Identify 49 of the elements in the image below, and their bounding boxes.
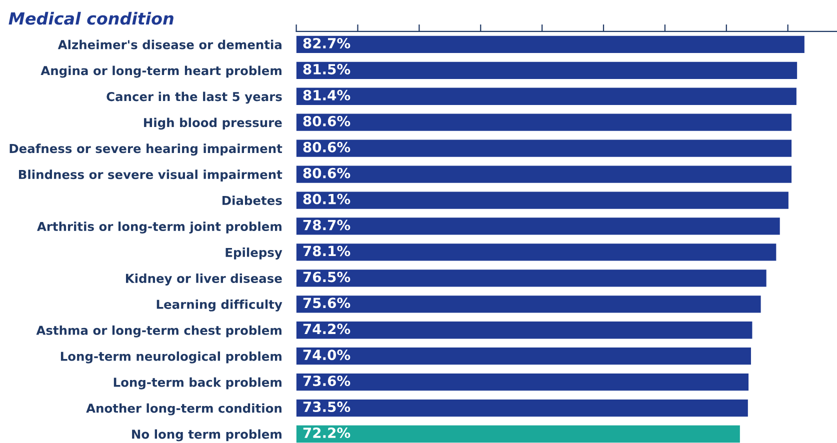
bar [296, 166, 792, 183]
y-tick-label: Deafness or severe hearing impairment [10, 144, 282, 156]
y-tick-label: Epilepsy [226, 248, 282, 260]
data-label: 80.6% [303, 116, 350, 126]
bar [296, 88, 796, 105]
data-label: 74.0% [303, 350, 350, 360]
bar [296, 425, 740, 443]
data-label: 78.7% [303, 220, 350, 230]
data-label: 75.6% [303, 298, 350, 308]
y-tick-label: Diabetes [222, 196, 282, 206]
y-tick-label: Cancer in the last 5 years [106, 92, 282, 104]
text: Medical condition [8, 12, 174, 25]
data-label: 76.5% [303, 272, 350, 282]
data-label: 80.6% [303, 142, 350, 152]
bar [296, 218, 780, 235]
y-tick-label: High blood pressure [144, 118, 282, 130]
bar [296, 140, 792, 157]
data-label: 73.5% [303, 402, 350, 412]
y-tick-label: Angina or long-term heart problem [40, 66, 282, 78]
y-tick-label: Long-term back problem [114, 377, 282, 390]
bar [296, 296, 761, 313]
y-tick-label: Alzheimer's disease or dementia [58, 40, 282, 50]
data-label: 81.4% [303, 90, 350, 100]
y-tick-label: No long term problem [132, 429, 282, 442]
y-tick-label: Kidney or liver disease [126, 274, 282, 286]
bar [296, 36, 804, 54]
y-tick-label: Another long-term condition [86, 403, 282, 416]
data-label: 78.1% [303, 246, 350, 256]
data-label: 72.2% [303, 428, 350, 438]
bar [296, 244, 776, 261]
data-label: 73.6% [303, 376, 350, 386]
bar [296, 322, 752, 339]
data-label: 74.2% [303, 324, 350, 334]
data-label: 80.1% [303, 194, 350, 204]
data-label: 80.6% [303, 168, 350, 178]
bar [296, 348, 751, 365]
y-tick-label: Blindness or severe visual impairment [18, 170, 282, 182]
bar [296, 399, 748, 417]
data-label: 81.5% [303, 64, 350, 74]
y-tick-label: Arthritis or long-term joint problem [37, 222, 282, 234]
y-tick-label: Long-term neurological problem [60, 351, 282, 364]
bar [296, 192, 788, 209]
y-tick-label: Asthma or long-term chest problem [36, 325, 282, 338]
data-label: 82.7% [303, 38, 350, 48]
bar [296, 373, 749, 391]
y-tick-label: Learning difficulty [156, 300, 282, 312]
bar [296, 270, 766, 287]
bar [296, 62, 798, 79]
bar [296, 114, 792, 131]
